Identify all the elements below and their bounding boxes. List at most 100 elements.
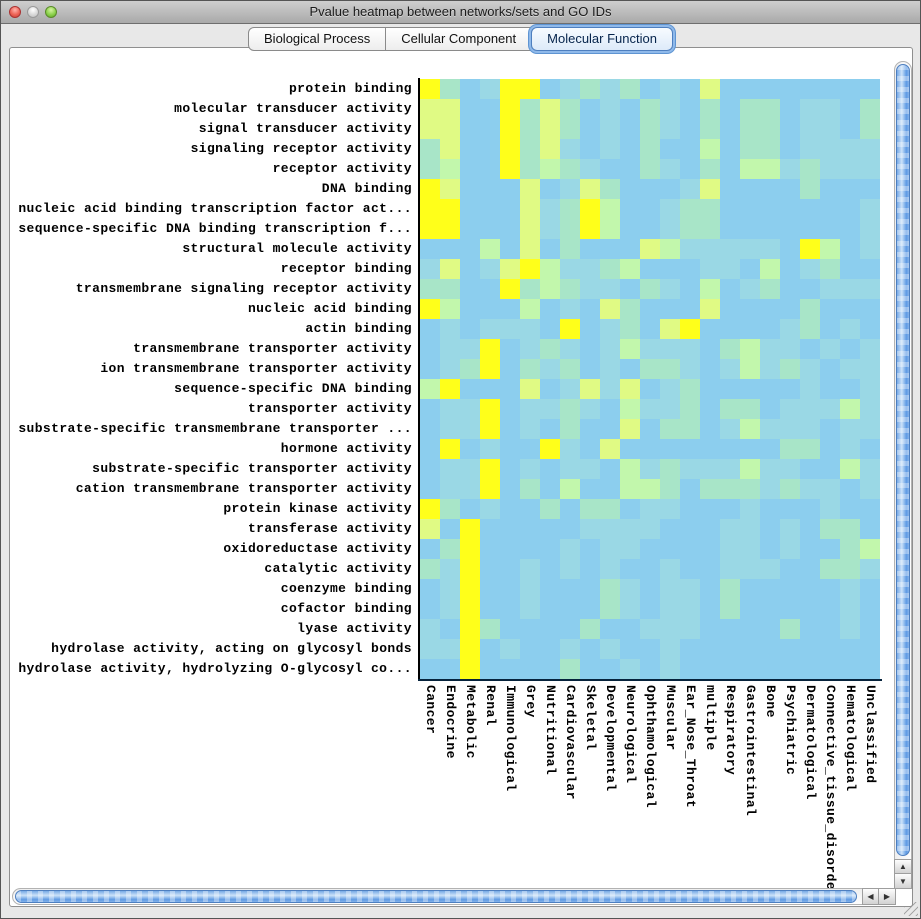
heatmap-cell	[500, 179, 520, 199]
heatmap-cell	[640, 159, 660, 179]
tab-molecular-function[interactable]: Molecular Function	[531, 27, 673, 51]
heatmap-cell	[580, 239, 600, 259]
heatmap-cell	[580, 379, 600, 399]
heatmap-cell	[760, 139, 780, 159]
heatmap-cell	[740, 259, 760, 279]
row-label: transmembrane signaling receptor activit…	[75, 281, 412, 296]
heatmap-cell	[620, 579, 640, 599]
heatmap-cell	[580, 79, 600, 99]
column-label: Skeletal	[583, 685, 598, 751]
heatmap-cell	[720, 159, 740, 179]
heatmap-cell	[560, 359, 580, 379]
scroll-up-button[interactable]: ▲	[894, 859, 912, 874]
heatmap-cell	[500, 219, 520, 239]
heatmap-cell	[500, 559, 520, 579]
heatmap-cell	[420, 99, 440, 119]
heatmap-cell	[800, 379, 820, 399]
heatmap-cell	[760, 299, 780, 319]
heatmap-cell	[820, 479, 840, 499]
heatmap-cell	[860, 239, 880, 259]
heatmap-cell	[440, 439, 460, 459]
heatmap-cell	[720, 499, 740, 519]
heatmap-cell	[500, 439, 520, 459]
heatmap-cell	[480, 419, 500, 439]
heatmap-cell	[440, 279, 460, 299]
heatmap-cell	[760, 619, 780, 639]
heatmap-cell	[740, 199, 760, 219]
heatmap-cell	[760, 279, 780, 299]
heatmap-cell	[460, 159, 480, 179]
heatmap-cell	[600, 99, 620, 119]
heatmap-cell	[680, 619, 700, 639]
horizontal-scrollbar[interactable]: ◀ ▶	[12, 888, 896, 905]
heatmap-cell	[440, 539, 460, 559]
heatmap-cell	[800, 99, 820, 119]
heatmap-cell	[440, 579, 460, 599]
heatmap-cell	[840, 299, 860, 319]
heatmap-cell	[440, 159, 460, 179]
heatmap-cell	[600, 479, 620, 499]
tab-biological-process[interactable]: Biological Process	[248, 27, 387, 51]
heatmap-cell	[480, 319, 500, 339]
heatmap-cell	[620, 439, 640, 459]
heatmap-cell	[680, 439, 700, 459]
left-arrow-icon: ◀	[867, 892, 874, 901]
heatmap-cell	[600, 519, 620, 539]
heatmap-cell	[580, 659, 600, 679]
title-bar[interactable]: Pvalue heatmap between networks/sets and…	[1, 1, 920, 24]
heatmap-cell	[420, 319, 440, 339]
heatmap-cell	[760, 459, 780, 479]
heatmap-cell	[540, 519, 560, 539]
heatmap-cell	[640, 539, 660, 559]
heatmap-cell	[660, 99, 680, 119]
heatmap-cell	[720, 99, 740, 119]
heatmap-cell	[820, 139, 840, 159]
vertical-scrollbar[interactable]: ▲ ▼	[894, 61, 912, 889]
heatmap-cell	[540, 499, 560, 519]
heatmap-cell	[620, 519, 640, 539]
heatmap-cell	[600, 139, 620, 159]
tab-cellular-component[interactable]: Cellular Component	[385, 27, 533, 51]
heatmap-cell	[620, 379, 640, 399]
heatmap-cell	[580, 219, 600, 239]
vertical-scrollbar-buttons: ▲ ▼	[894, 859, 912, 889]
heatmap-cell	[460, 119, 480, 139]
scroll-down-button[interactable]: ▼	[894, 874, 912, 889]
scroll-right-button[interactable]: ▶	[879, 888, 896, 905]
heatmap-cell	[440, 379, 460, 399]
heatmap-cell	[800, 639, 820, 659]
heatmap-cell	[460, 319, 480, 339]
heatmap-cell	[840, 239, 860, 259]
column-label: Nutritional	[543, 685, 558, 776]
heatmap-cell	[420, 159, 440, 179]
heatmap-cell	[620, 239, 640, 259]
minimize-button-icon[interactable]	[27, 6, 39, 18]
heatmap-cell	[640, 279, 660, 299]
heatmap-cell	[840, 279, 860, 299]
heatmap-cell	[460, 339, 480, 359]
heatmap-cell	[480, 479, 500, 499]
heatmap-cell	[620, 159, 640, 179]
heatmap-cell	[840, 599, 860, 619]
heatmap-cell	[680, 539, 700, 559]
close-button-icon[interactable]	[9, 6, 21, 18]
heatmap-cell	[700, 479, 720, 499]
heatmap-cell	[760, 439, 780, 459]
heatmap-cell	[580, 99, 600, 119]
scroll-left-button[interactable]: ◀	[862, 888, 879, 905]
heatmap-cell	[680, 419, 700, 439]
heatmap-cell	[440, 399, 460, 419]
vertical-scrollbar-thumb[interactable]	[896, 64, 910, 856]
zoom-button-icon[interactable]	[45, 6, 57, 18]
heatmap-cell	[660, 179, 680, 199]
heatmap-cell	[680, 459, 700, 479]
horizontal-scrollbar-thumb[interactable]	[15, 890, 857, 903]
heatmap-cell	[700, 219, 720, 239]
heatmap-cell	[700, 199, 720, 219]
heatmap-cell	[460, 619, 480, 639]
heatmap-cell	[660, 579, 680, 599]
heatmap-cell	[780, 239, 800, 259]
heatmap-cell	[820, 119, 840, 139]
heatmap-cell	[460, 279, 480, 299]
heatmap-cell	[580, 539, 600, 559]
